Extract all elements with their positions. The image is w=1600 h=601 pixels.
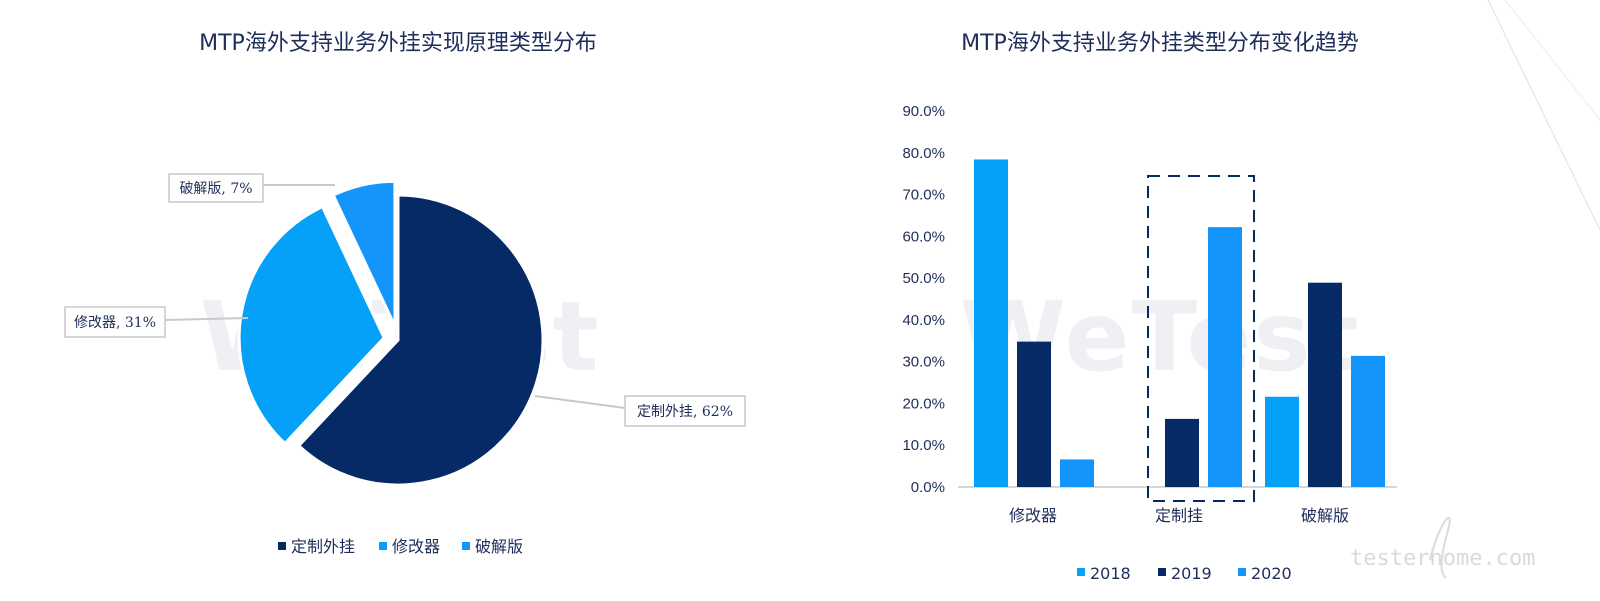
callout-label-dingzhi: 定制外挂, 62%	[637, 404, 733, 420]
decor-line	[1504, 0, 1600, 121]
y-tick-label: 0.0%	[911, 479, 945, 496]
pie-legend-swatch-xiugaiqi	[379, 542, 387, 550]
pie-slice-2	[331, 179, 397, 327]
pie-slice-0	[296, 193, 545, 487]
pie-chart: MTP海外支持业务外挂实现原理类型分布 破解版, 7% 修改器, 31% 定制外…	[64, 31, 746, 556]
bar-2018-0	[974, 159, 1008, 487]
callout-label-xiugaiqi: 修改器, 31%	[74, 315, 156, 331]
bar-legend-swatch-2020	[1238, 568, 1246, 576]
x-category-label: 破解版	[1301, 506, 1349, 525]
brand-text: testerhome.com	[1350, 546, 1535, 571]
bar-2020-0	[1060, 459, 1094, 487]
bar-categories: 修改器 定制挂 破解版	[1009, 506, 1349, 525]
callout-leader-xiugaiqi	[164, 317, 249, 321]
bar-y-axis: 0.0% 10.0% 20.0% 30.0% 40.0% 50.0% 60.0% 70.0% 8…	[902, 103, 945, 496]
pie-legend-swatch-dingzhi	[278, 542, 286, 550]
pie-slices	[237, 179, 545, 487]
x-category-label: 修改器	[1009, 506, 1057, 525]
bar-legend-label-2020: 2020	[1251, 564, 1292, 583]
bar-2019-0	[1017, 341, 1051, 487]
y-tick-label: 80.0%	[902, 145, 945, 162]
bar-2020-2	[1351, 355, 1385, 487]
pie-legend-swatch-pohua	[462, 542, 470, 550]
pie-title: MTP海外支持业务外挂实现原理类型分布	[199, 31, 597, 56]
decor-line	[1487, 0, 1600, 231]
bar-legend-label-2018: 2018	[1090, 564, 1131, 583]
callout-label-pohua: 破解版, 7%	[179, 181, 252, 197]
y-tick-label: 30.0%	[902, 354, 945, 371]
bar-chart: MTP海外支持业务外挂类型分布变化趋势 0.0% 10.0% 20.0% 30.0% 4…	[902, 31, 1397, 583]
x-category-label: 定制挂	[1155, 506, 1203, 525]
pie-slice-1	[237, 204, 386, 446]
y-tick-label: 90.0%	[902, 103, 945, 120]
y-tick-label: 40.0%	[902, 312, 945, 329]
pie-legend-label-pohua: 破解版	[475, 537, 523, 556]
y-tick-label: 20.0%	[902, 395, 945, 412]
callout-box-xiugaiqi	[64, 306, 166, 338]
bar-legend-label-2019: 2019	[1171, 564, 1212, 583]
brand-flourish	[1429, 516, 1451, 579]
pie-legend-label-dingzhi: 定制外挂	[291, 537, 355, 556]
highlight-box-dingzhi	[1147, 175, 1255, 502]
bar-legend-swatch-2018	[1077, 568, 1085, 576]
y-tick-label: 50.0%	[902, 270, 945, 287]
pie-legend: 定制外挂 修改器 破解版	[278, 537, 523, 556]
bar-2018-2	[1265, 396, 1299, 487]
y-tick-label: 10.0%	[902, 437, 945, 454]
callout-box-pohua	[168, 173, 264, 203]
callout-box-dingzhi	[624, 395, 746, 427]
bar-2020-1	[1208, 227, 1242, 488]
callout-leader-dingzhi	[534, 395, 626, 409]
bar-legend-swatch-2019	[1158, 568, 1166, 576]
bar-title: MTP海外支持业务外挂类型分布变化趋势	[961, 31, 1359, 56]
bar-series	[974, 159, 1385, 488]
bar-legend: 2018 2019 2020	[1077, 564, 1292, 583]
y-tick-label: 70.0%	[902, 187, 945, 204]
bar-2019-1	[1165, 418, 1199, 487]
pie-legend-label-xiugaiqi: 修改器	[392, 537, 440, 556]
y-tick-label: 60.0%	[902, 228, 945, 245]
bar-2019-2	[1308, 282, 1342, 487]
